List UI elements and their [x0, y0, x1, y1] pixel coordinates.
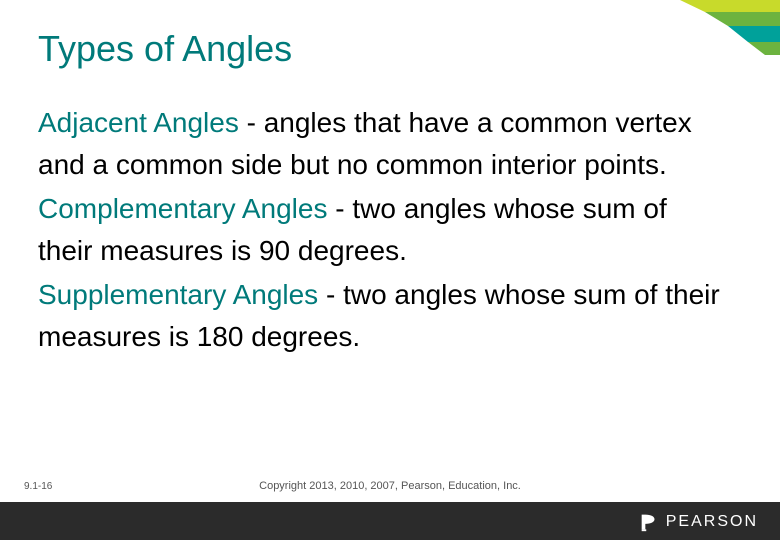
- term-complementary: Complementary Angles: [38, 193, 327, 224]
- slide-title: Types of Angles: [38, 28, 292, 70]
- slide-number: 9.1-16: [24, 481, 52, 492]
- copyright-text: Copyright 2013, 2010, 2007, Pearson, Edu…: [259, 480, 521, 492]
- definition-supplementary: Supplementary Angles - two angles whose …: [38, 274, 720, 358]
- term-adjacent: Adjacent Angles: [38, 107, 239, 138]
- corner-decoration: [650, 0, 780, 60]
- pearson-logo: PEARSON: [638, 511, 758, 533]
- term-supplementary: Supplementary Angles: [38, 279, 318, 310]
- body-content: Adjacent Angles - angles that have a com…: [38, 102, 720, 360]
- definition-adjacent: Adjacent Angles - angles that have a com…: [38, 102, 720, 186]
- pearson-logo-icon: [638, 511, 660, 533]
- pearson-logo-text: PEARSON: [666, 513, 758, 531]
- definition-complementary: Complementary Angles - two angles whose …: [38, 188, 720, 272]
